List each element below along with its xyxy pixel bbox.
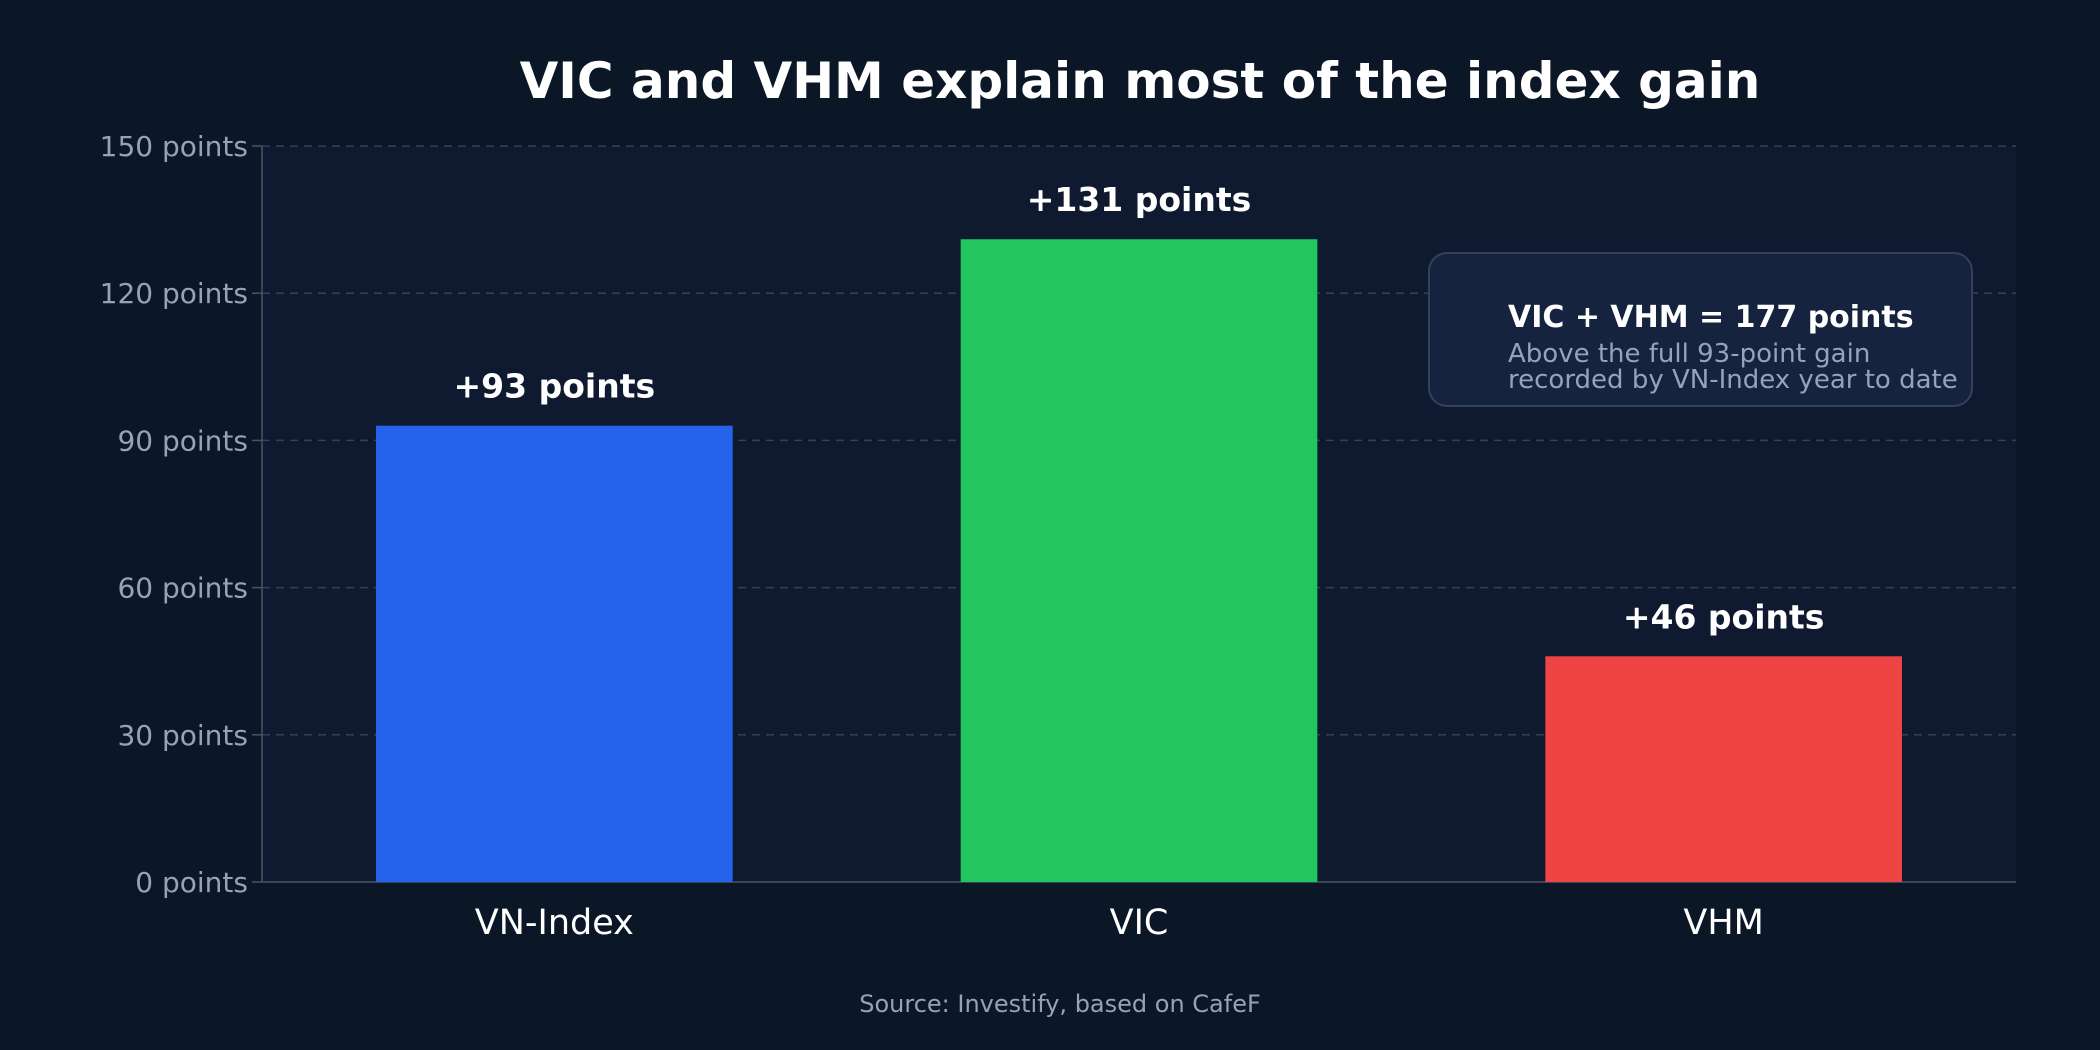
- x-category-label: VIC: [1110, 903, 1169, 943]
- y-tick-label: 60 points: [117, 572, 248, 605]
- annotation-background: [1428, 252, 1973, 407]
- bars: [376, 239, 1902, 882]
- bar-value-label: +93 points: [454, 367, 656, 406]
- source-note: Source: Investify, based on CafeF: [859, 990, 1261, 1018]
- bar-vhm: [1545, 656, 1902, 882]
- y-tick-labels: 0 points 30 points 60 points 90 points 120 p…: [100, 130, 262, 899]
- y-tick-label: 120 points: [100, 277, 248, 310]
- x-category-label: VHM: [1683, 903, 1763, 943]
- chart-title: VIC and VHM explain most of the index ga…: [520, 52, 1761, 110]
- bar-vic: [960, 239, 1318, 882]
- y-tick-label: 150 points: [100, 130, 248, 163]
- bar-value-label: +46 points: [1623, 597, 1825, 636]
- annotation-line-2: recorded by VN-Index year to date: [1508, 365, 1958, 395]
- bar-vn-index: [376, 425, 733, 882]
- y-tick-label: 90 points: [117, 424, 248, 457]
- y-tick-label: 30 points: [117, 719, 248, 752]
- bar-value-label: +131 points: [1027, 180, 1252, 219]
- annotation-title: VIC + VHM = 177 points: [1508, 300, 1914, 335]
- annotation-line-1: Above the full 93-point gain: [1508, 339, 1870, 369]
- y-tick-label: 0 points: [135, 866, 248, 899]
- x-category-label: VN-Index: [475, 903, 634, 943]
- data-labels: +93 points +131 points +46 points: [454, 180, 1825, 636]
- annotation-box: VIC + VHM = 177 points Above the full 93…: [1428, 252, 1973, 407]
- x-category-labels: VN-Index VIC VHM: [475, 903, 1764, 943]
